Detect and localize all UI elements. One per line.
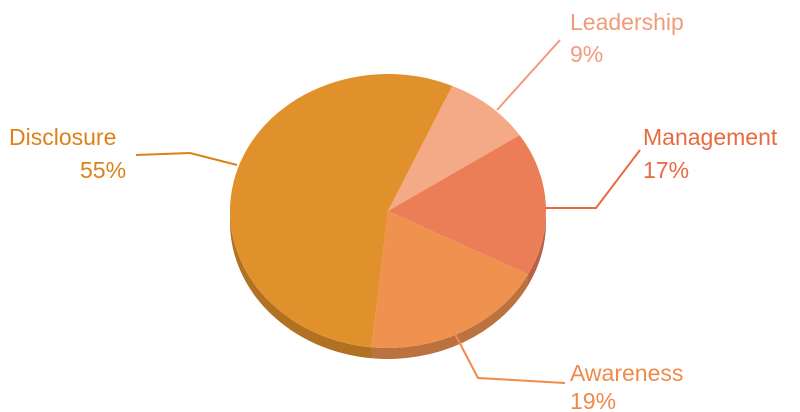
leader-line-management	[545, 149, 641, 209]
pie-slice-awareness	[371, 211, 529, 348]
pie-side-disclosure	[230, 211, 372, 359]
label-leadership-percent: 9%	[570, 41, 603, 67]
pie-slice-leadership	[388, 85, 520, 211]
label-management-name: Management	[643, 124, 778, 150]
pie-slice-management	[388, 135, 546, 275]
leader-line-awareness	[454, 333, 566, 384]
leader-line-disclosure	[135, 151, 238, 166]
label-management-percent: 17%	[643, 157, 689, 183]
pie-slice-layer	[230, 74, 546, 348]
leader-lines	[135, 39, 641, 384]
label-awareness-percent: 19%	[570, 388, 616, 412]
label-disclosure-name: Disclosure	[9, 124, 116, 150]
pie-slice-disclosure	[230, 74, 453, 348]
pie-side-layer	[230, 211, 546, 360]
pie-side-management	[528, 211, 546, 286]
label-disclosure-percent: 55%	[80, 157, 126, 183]
label-awareness-name: Awareness	[570, 360, 683, 386]
pie-side-awareness	[371, 274, 529, 360]
leader-line-leadership	[496, 39, 561, 111]
label-leadership-name: Leadership	[570, 9, 684, 35]
